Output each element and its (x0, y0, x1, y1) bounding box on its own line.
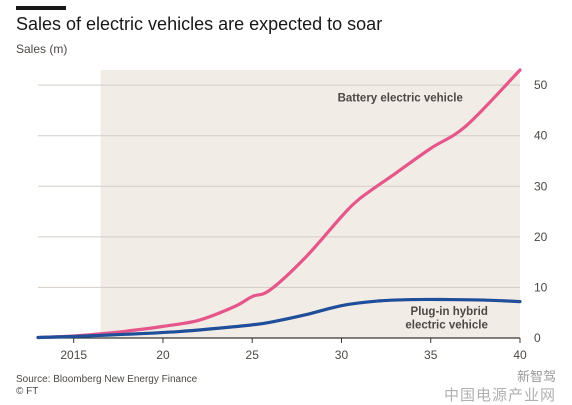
battery-electric-label: Battery electric vehicle (338, 92, 463, 104)
x-tick-label: 40 (513, 348, 527, 362)
forecast-shading-layer (100, 70, 521, 338)
y-tick-label: 20 (534, 230, 548, 244)
source-note: Source: Bloomberg New Energy Finance © F… (16, 374, 197, 398)
watermark-text: 中国电源产业网 (443, 387, 556, 404)
plug-in-hybrid-line (36, 297, 522, 340)
tick-label-layer: 0 10 20 30 40 50 2015 20 25 30 35 40 (60, 78, 547, 362)
copyright-text: © FT (16, 386, 39, 397)
x-tick-label: 35 (424, 348, 438, 362)
plug-in-hybrid-label-line1: Plug-in hybrid (411, 306, 488, 318)
y-tick-label: 10 (534, 280, 548, 294)
plug-in-hybrid-label-line2: electric vehicle (405, 319, 487, 331)
y-tick-label: 40 (534, 129, 548, 143)
x-tick-label: 20 (156, 348, 170, 362)
title-rule (16, 6, 66, 10)
series-layer (36, 68, 522, 340)
y-tick-label: 0 (534, 331, 541, 345)
chart-title: Sales of electric vehicles are expected … (16, 14, 383, 34)
x-tick-label: 30 (335, 348, 349, 362)
y-axis-label: Sales (m) (16, 42, 68, 56)
forecast-shading (100, 70, 521, 338)
y-tick-label: 50 (534, 78, 548, 92)
y-tick-label: 30 (534, 179, 548, 193)
grid-layer (38, 84, 521, 343)
battery-electric-line (36, 68, 522, 340)
x-tick-label: 2015 (60, 348, 87, 362)
source-text: Source: Bloomberg New Energy Finance (16, 374, 198, 385)
x-tick-label: 25 (246, 348, 260, 362)
watermark-logo: 新智驾 (516, 369, 556, 384)
series-label-layer: Battery electric vehicle Plug-in hybridel… (338, 92, 488, 331)
